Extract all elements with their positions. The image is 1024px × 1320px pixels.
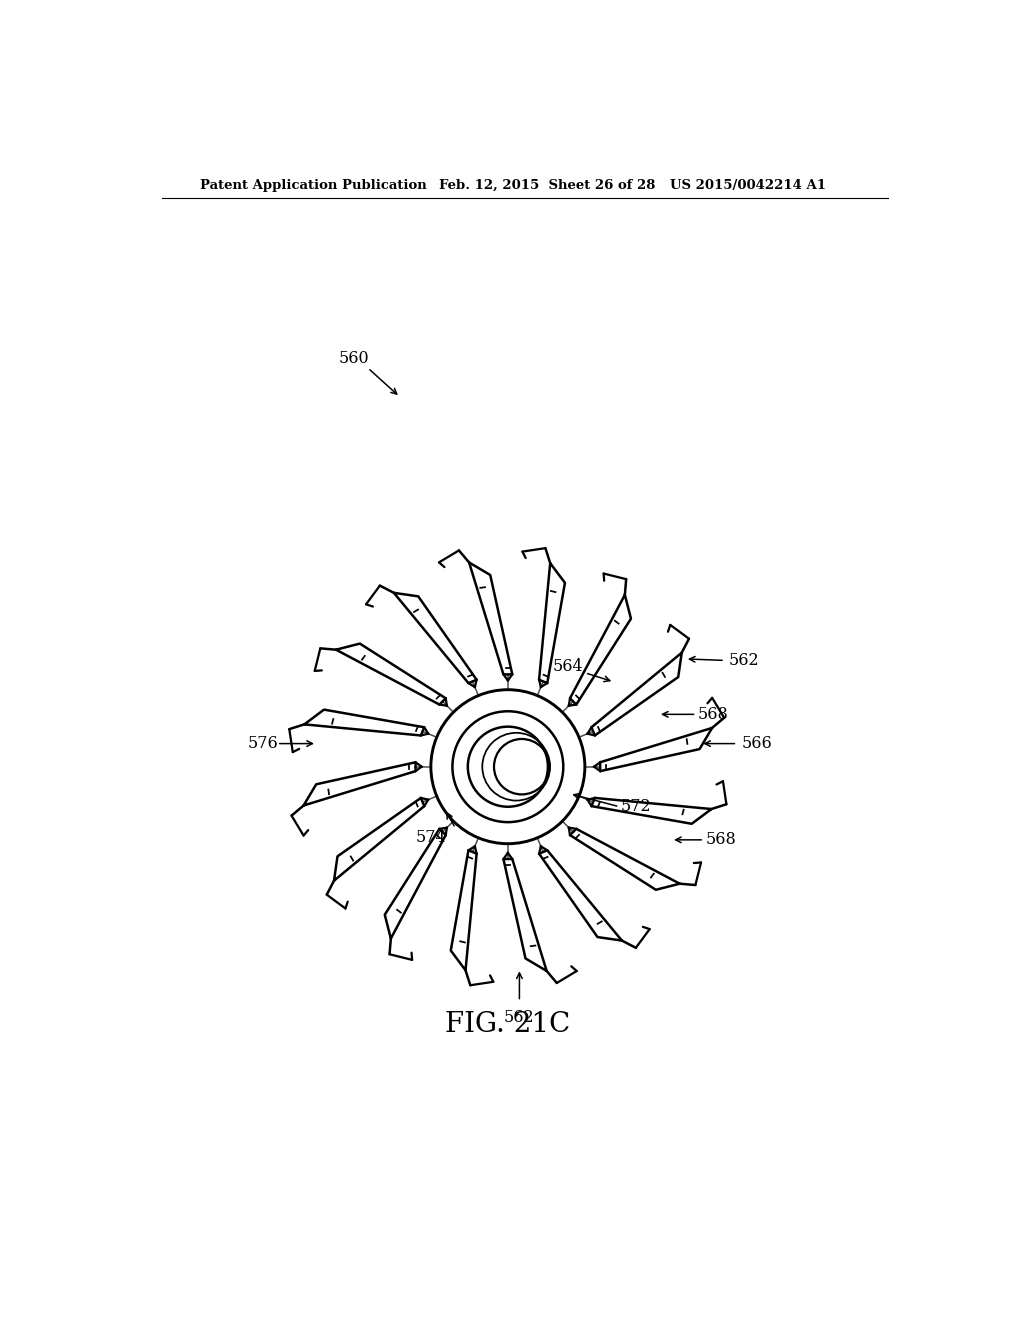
Text: 572: 572 xyxy=(621,799,651,816)
Text: 574: 574 xyxy=(416,829,446,846)
Text: 566: 566 xyxy=(741,735,772,752)
Text: 564: 564 xyxy=(553,659,583,675)
Text: 568: 568 xyxy=(706,832,736,849)
Text: 568: 568 xyxy=(698,706,729,723)
Text: Feb. 12, 2015  Sheet 26 of 28: Feb. 12, 2015 Sheet 26 of 28 xyxy=(438,178,655,191)
Text: FIG. 21C: FIG. 21C xyxy=(445,1011,570,1038)
Text: US 2015/0042214 A1: US 2015/0042214 A1 xyxy=(670,178,825,191)
Text: Patent Application Publication: Patent Application Publication xyxy=(200,178,427,191)
Text: 576: 576 xyxy=(248,735,279,752)
Text: 562: 562 xyxy=(504,1010,535,1026)
Text: 562: 562 xyxy=(729,652,760,669)
Text: 560: 560 xyxy=(339,350,370,367)
